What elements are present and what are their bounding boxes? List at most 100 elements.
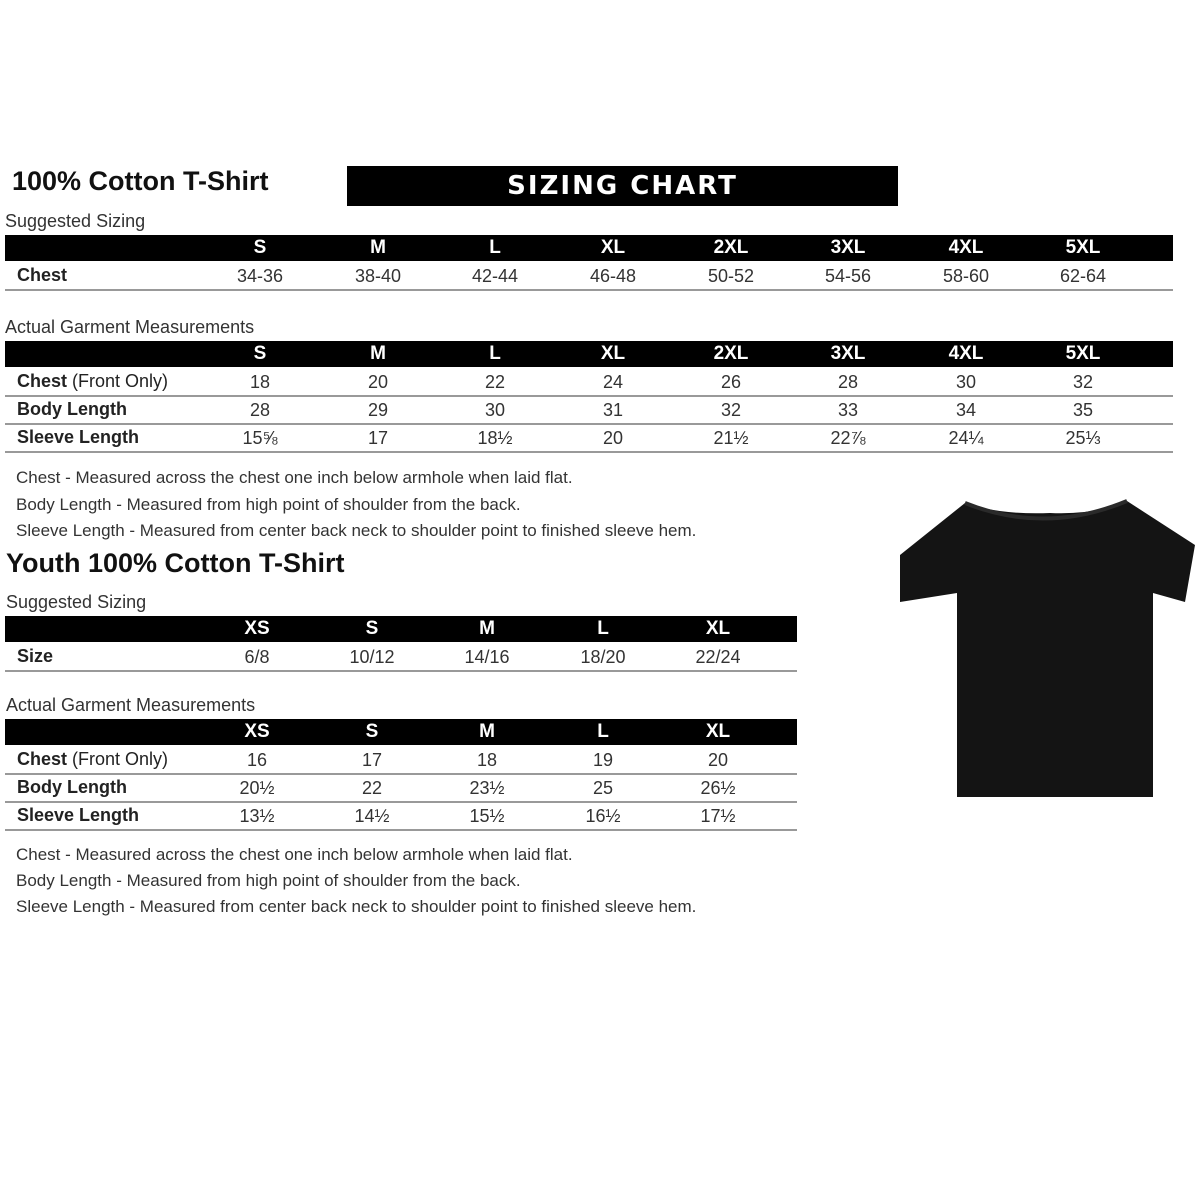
size-header: 3XL [830,237,866,258]
table-cell: 35 [1072,400,1094,420]
size-header-bar: S M L XL 2XL 3XL 4XL 5XL [5,341,1173,367]
table-cell: 15½ [469,806,505,826]
table-row: Body Length 28 29 30 31 32 33 34 35 [5,397,1173,425]
table-cell: 29 [367,400,389,420]
table-cell: 15⅝ [242,428,278,448]
table-cell: 32 [1072,372,1094,392]
size-header-bar: S M L XL 2XL 3XL 4XL 5XL [5,235,1173,261]
table-cell: 16½ [585,806,621,826]
row-divider [5,801,797,803]
table-cell: 16 [246,750,268,770]
size-header: XL [600,343,626,364]
table-cell: 50-52 [707,266,755,286]
size-header: L [489,343,501,364]
youth-note-chest: Chest - Measured across the chest one in… [16,845,573,864]
table-cell: 13½ [239,806,275,826]
size-header: 2XL [713,343,749,364]
table-cell: 33 [837,400,859,420]
size-header: XS [244,618,270,639]
row-label-text: Sleeve Length [17,427,140,447]
table-cell: 25 [592,778,614,798]
table-cell: 28 [249,400,271,420]
youth-suggested-label: Suggested Sizing [6,592,147,612]
sizing-chart-banner: SIZING CHART [347,166,898,206]
size-header: M [479,618,495,639]
youth-title: Youth 100% Cotton T-Shirt [6,548,345,578]
row-label: Body Length [17,777,127,798]
row-label: Sleeve Length [17,805,139,826]
table-cell: 62-64 [1059,266,1107,286]
row-label-text: Sleeve Length [17,805,140,825]
table-cell: 10/12 [349,647,395,667]
table-row: Chest 34-36 38-40 42-44 46-48 50-52 54-56 58-60… [5,263,1173,291]
table-cell: 32 [720,400,742,420]
table-row: Size 6/8 10/12 14/16 18/20 22/24 [5,644,797,672]
table-cell: 14/16 [464,647,510,667]
size-header: L [597,618,609,639]
table-cell: 18 [476,750,498,770]
table-cell: 17½ [700,806,736,826]
row-divider [5,395,1173,397]
table-cell: 26½ [700,778,736,798]
row-label: Body Length [17,399,127,420]
row-label-extra: (Front Only) [67,371,169,391]
table-cell: 28 [837,372,859,392]
table-cell: 18½ [477,428,513,448]
table-cell: 20 [707,750,729,770]
table-row: Chest (Front Only) 18 20 22 24 26 28 30 32 [5,369,1173,397]
row-label-extra: (Front Only) [67,749,169,769]
table-cell: 58-60 [942,266,990,286]
youth-note-body: Body Length - Measured from high point o… [16,871,521,890]
size-header: M [370,343,386,364]
table-cell: 22/24 [695,647,741,667]
table-cell: 54-56 [824,266,872,286]
youth-actual-label: Actual Garment Measurements [6,695,256,715]
table-cell: 18 [249,372,271,392]
table-cell: 20 [367,372,389,392]
table-cell: 23½ [469,778,505,798]
table-cell: 20½ [239,778,275,798]
row-divider [5,423,1173,425]
table-cell: 21½ [713,428,749,448]
size-header: S [365,618,379,639]
table-cell: 6/8 [244,647,270,667]
table-cell: 30 [484,400,506,420]
table-cell: 31 [602,400,624,420]
size-header: XL [705,721,731,742]
youth-note-sleeve: Sleeve Length - Measured from center bac… [16,897,697,916]
tshirt-image [900,499,1195,797]
row-divider [5,670,797,672]
table-cell: 26 [720,372,742,392]
table-cell: 24¼ [948,428,984,448]
table-cell: 14½ [354,806,390,826]
size-header: XL [600,237,626,258]
row-label: Chest [17,265,67,286]
size-header: L [597,721,609,742]
row-divider [5,289,1173,291]
adult-note-chest: Chest - Measured across the chest one in… [16,468,573,487]
size-header: M [479,721,495,742]
size-header-bar: XS S M L XL [5,616,797,642]
table-cell: 18/20 [580,647,626,667]
size-header: S [253,343,267,364]
size-header-bar: XS S M L XL [5,719,797,745]
table-cell: 42-44 [471,266,519,286]
size-header: L [489,237,501,258]
size-header: XL [705,618,731,639]
table-cell: 17 [361,750,383,770]
row-label: Sleeve Length [17,427,139,448]
table-row: Chest (Front Only) 16 17 18 19 20 [5,747,797,775]
adult-title: 100% Cotton T-Shirt [12,166,269,196]
row-label: Chest (Front Only) [17,749,168,770]
size-header: 3XL [830,343,866,364]
size-header: M [370,237,386,258]
adult-note-sleeve: Sleeve Length - Measured from center bac… [16,521,697,540]
size-header: 5XL [1065,343,1101,364]
table-row: Sleeve Length 13½ 14½ 15½ 16½ 17½ [5,803,797,831]
size-header: S [253,237,267,258]
table-cell: 24 [602,372,624,392]
row-label-text: Body Length [17,777,127,797]
adult-suggested-label: Suggested Sizing [5,211,146,231]
table-cell: 17 [367,428,389,448]
row-label-text: Chest [17,371,68,391]
